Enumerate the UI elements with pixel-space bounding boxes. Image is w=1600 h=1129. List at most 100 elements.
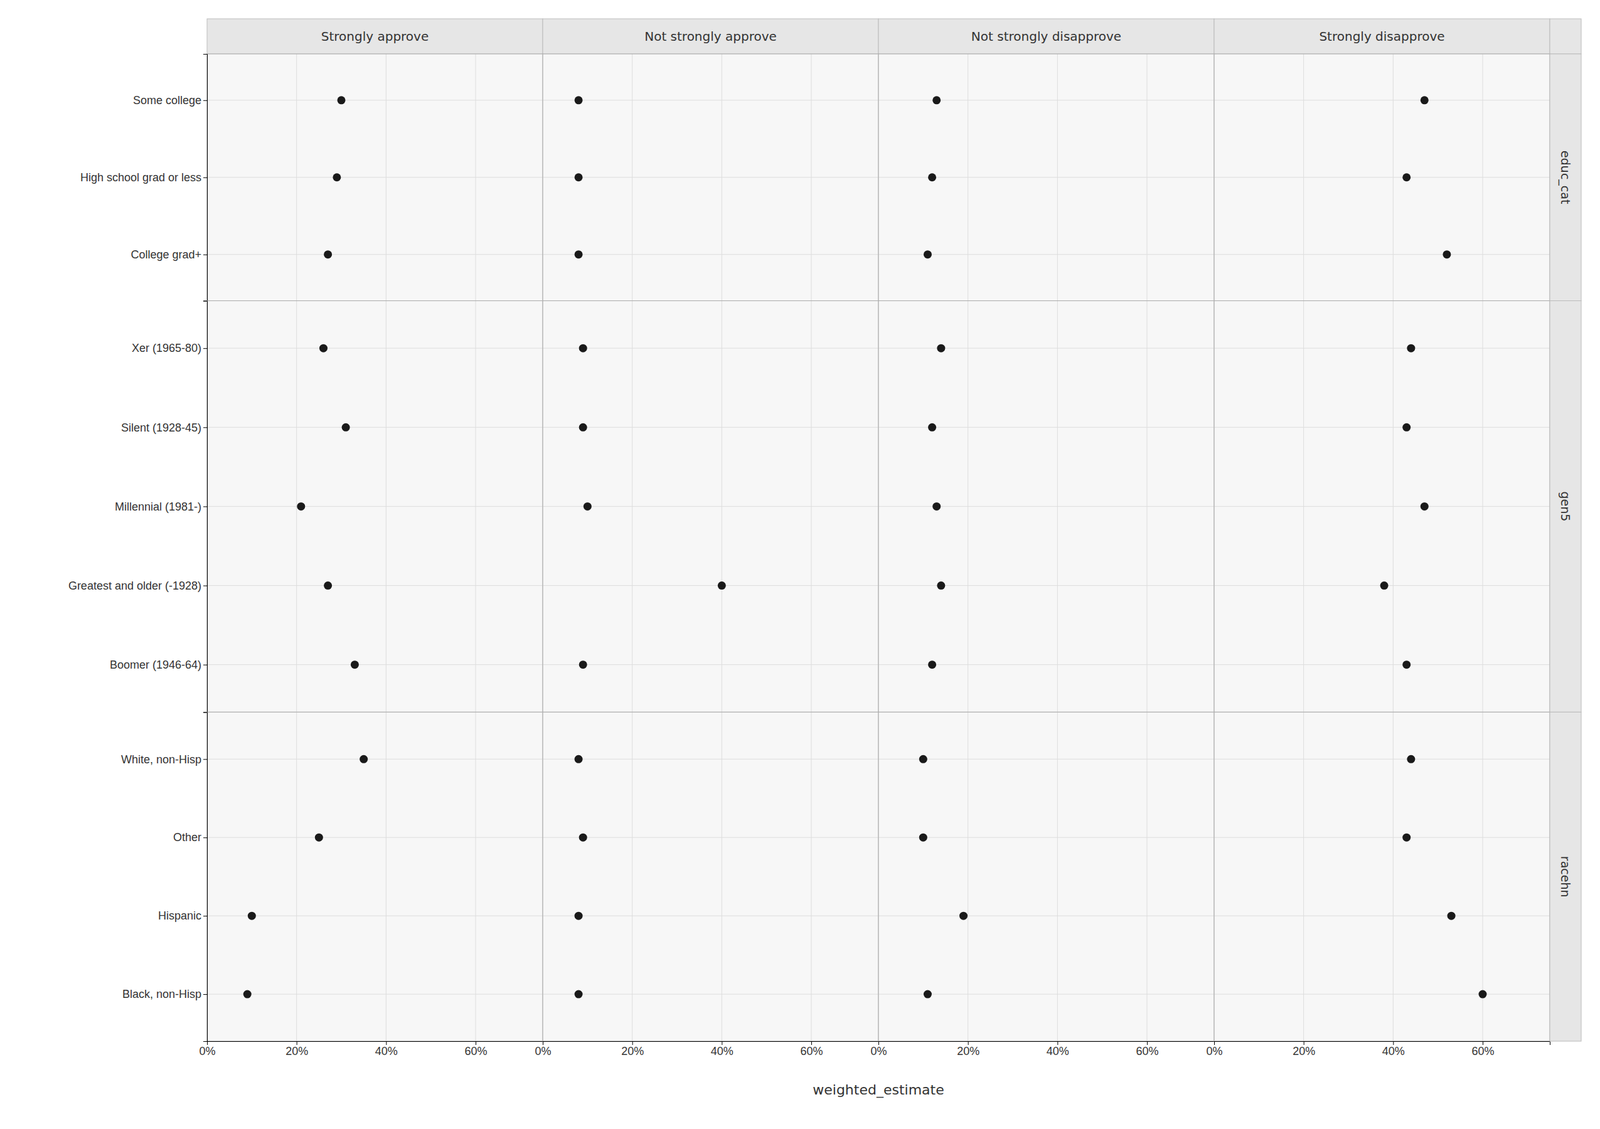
point [928, 173, 937, 182]
point [932, 502, 941, 511]
point [928, 660, 937, 669]
tick-label: 0% [870, 1045, 887, 1058]
tick-mark [203, 916, 208, 917]
grid-line-y [1214, 664, 1550, 666]
grid-line-y [1214, 254, 1550, 255]
panel [542, 301, 879, 713]
grid [207, 301, 543, 713]
grid [1214, 301, 1550, 713]
panel-frame [207, 712, 543, 1042]
point [1402, 660, 1411, 669]
x-axis: 0%20%40%60% [198, 1041, 543, 1058]
column-strip: Not strongly disapprove [878, 18, 1215, 54]
strip-corner [1549, 18, 1582, 54]
tick: 60% [800, 1041, 823, 1058]
panel-frame [878, 301, 1215, 713]
tick-label: 20% [621, 1045, 644, 1058]
point [1420, 502, 1429, 511]
tick-label: Some college [133, 94, 202, 107]
grid-line-y [207, 254, 543, 255]
panel-background [878, 301, 1215, 713]
tick-mark [203, 348, 208, 349]
grid-line-y [542, 176, 879, 178]
grid-line-y [542, 348, 879, 349]
column-strip: Strongly approve [207, 18, 543, 54]
axis-domain [203, 301, 208, 713]
grid-line-y [1214, 427, 1550, 428]
grid-line-y [878, 506, 1215, 507]
tick-label: Millennial (1981-) [114, 500, 202, 514]
grid [207, 53, 543, 302]
grid-line-y [1214, 837, 1550, 839]
chart: Strongly approveNot strongly approveNot … [0, 0, 1600, 1129]
tick: 0% [870, 1041, 887, 1058]
panel-background [542, 301, 879, 713]
panel: 0% 20% 40% 60% [534, 712, 879, 1058]
points [574, 755, 588, 999]
grid-line-x [1057, 712, 1058, 1042]
grid-line-x [721, 712, 723, 1042]
point [1406, 344, 1415, 353]
tick: 40% [375, 1041, 398, 1058]
row-strip: racehn [1549, 712, 1582, 1042]
row-label: educ_cat [1557, 150, 1573, 204]
grid-line-y [207, 348, 543, 349]
point [919, 833, 928, 843]
grid-line-y [207, 427, 543, 428]
tick: 20% [621, 1041, 644, 1058]
panel-background [878, 712, 1215, 1042]
panel-background [1214, 712, 1550, 1042]
tick-mark [203, 837, 208, 839]
grid-line-y [542, 994, 879, 996]
panel-frame [1214, 712, 1550, 1042]
tick-label: White, non-Hisp [121, 753, 202, 767]
grid-line-y [878, 837, 1215, 839]
x-axis: 0%20%40%60% [1205, 1041, 1550, 1058]
grid-line-x [475, 712, 477, 1042]
grid-line-x [967, 712, 969, 1042]
panel-background [207, 53, 543, 302]
tick-label: 60% [800, 1045, 823, 1058]
point [296, 502, 305, 511]
tick: 40% [710, 1041, 734, 1058]
row-strip: gen5 [1549, 301, 1582, 713]
tick: Greatest and older (-1928) [68, 579, 208, 593]
grid-line-y [542, 254, 879, 255]
point [932, 96, 941, 105]
grid-line-y [1214, 99, 1550, 101]
grid-line-y [542, 664, 879, 666]
tick-label: 60% [464, 1045, 487, 1058]
point [919, 755, 928, 764]
point [574, 755, 583, 764]
point [579, 344, 588, 353]
grid-line-y [542, 916, 879, 917]
points [574, 96, 583, 259]
point [574, 990, 583, 999]
tick-label: 20% [956, 1045, 980, 1058]
strip-background [878, 18, 1215, 54]
panel: 0%20%40%60% [1205, 712, 1550, 1058]
point [319, 344, 328, 353]
tick-label: 0% [1205, 1045, 1223, 1058]
point [583, 502, 592, 511]
points [1380, 344, 1429, 669]
tick-label: 40% [710, 1045, 734, 1058]
point [928, 423, 937, 432]
grid-line-y [878, 585, 1215, 587]
strip-background [1549, 53, 1582, 302]
points [323, 96, 346, 259]
panel-frame [1214, 53, 1550, 302]
points [1402, 755, 1487, 999]
panel: 0%20%40%60%White, non-HispOtherHispanicB… [121, 712, 544, 1058]
tick-mark [203, 427, 208, 428]
grid-line-y [542, 506, 879, 507]
grid-line-y [207, 837, 543, 839]
grid-line-y [878, 99, 1215, 101]
tick-mark [203, 177, 208, 179]
tick: 60% [1135, 1041, 1159, 1058]
axis-domain [203, 712, 208, 1043]
grid [1214, 712, 1550, 1042]
point [1478, 990, 1488, 999]
grid-line-y [542, 99, 879, 101]
tick-label: 0% [534, 1045, 551, 1058]
